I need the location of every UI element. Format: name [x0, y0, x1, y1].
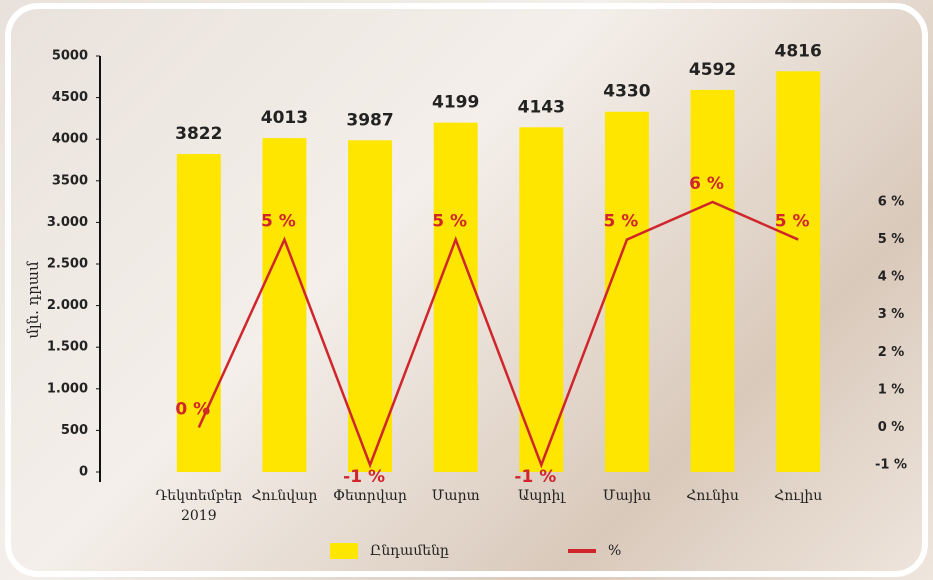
bar	[262, 138, 307, 472]
bar	[690, 89, 735, 472]
y-tick-label: 4500	[52, 90, 88, 105]
x-tick-label: Դեկտեմբեր 2019	[155, 488, 243, 524]
bar-value-label: 4330	[603, 82, 650, 102]
y-tick-label: 1.500	[47, 340, 88, 355]
legend-swatch	[330, 543, 358, 559]
y-tick-label: 3.000	[47, 215, 88, 230]
bar-value-label: 4816	[775, 41, 822, 61]
y-tick-label: 500	[61, 423, 88, 438]
line-value-label: -1 %	[514, 467, 556, 487]
y-tick-label: 3500	[52, 173, 88, 188]
legend-label: %	[608, 543, 621, 559]
line-value-label: -1 %	[343, 467, 385, 487]
line-value-label: 5 %	[261, 212, 296, 232]
x-tick-label: Մարտ	[431, 488, 480, 504]
x-tick-label: Հուլիս	[774, 488, 823, 504]
bar	[433, 122, 478, 473]
bar-value-label: 3987	[346, 110, 393, 130]
y2-tick-label: 0 %	[878, 420, 905, 435]
y2-tick-label: 5 %	[878, 232, 905, 247]
line-value-label: 5 %	[432, 212, 467, 232]
y2-tick-label: 2 %	[878, 345, 905, 360]
y-axis-label: մլն. դրամ	[24, 261, 42, 339]
bar	[519, 127, 564, 472]
line-value-label: 5 %	[604, 212, 639, 232]
bar-value-label: 4143	[518, 97, 565, 117]
bar-value-label: 4013	[261, 108, 308, 128]
x-tick-label: Փետրվար	[333, 488, 407, 504]
y-tick-label: 2.000	[47, 298, 88, 313]
line-value-label: 0 %	[175, 399, 210, 419]
bar	[604, 111, 649, 472]
y-tick-label: 4000	[52, 132, 88, 147]
bar	[348, 140, 393, 472]
bar-value-label: 4592	[689, 60, 736, 80]
y-tick-label: 1.000	[47, 381, 88, 396]
y2-tick-label: -1 %	[875, 458, 907, 473]
bar-value-label: 4199	[432, 93, 479, 113]
x-tick-label: Մայիս	[602, 488, 651, 504]
y2-tick-label: 4 %	[878, 270, 905, 285]
bar	[776, 71, 821, 472]
line-value-label: 5 %	[775, 212, 810, 232]
line-value-label: 6 %	[689, 174, 724, 194]
y2-tick-label: 1 %	[878, 382, 905, 397]
y-tick-label: 5000	[52, 49, 88, 64]
y2-tick-label: 3 %	[878, 307, 905, 322]
frame	[5, 3, 928, 577]
line	[197, 200, 799, 469]
bar	[176, 154, 221, 473]
x-tick-label: Հունվար	[251, 488, 318, 504]
y2-tick-label: 6 %	[878, 195, 905, 210]
bar-value-label: 3822	[175, 124, 222, 144]
legend-label: Ընդամենը	[370, 543, 449, 559]
y-tick-label: 2.500	[47, 257, 88, 272]
x-tick-label: Ապրիլ	[517, 488, 565, 504]
y-tick-label: 0	[79, 465, 88, 480]
x-tick-label: Հունիս	[686, 488, 739, 504]
